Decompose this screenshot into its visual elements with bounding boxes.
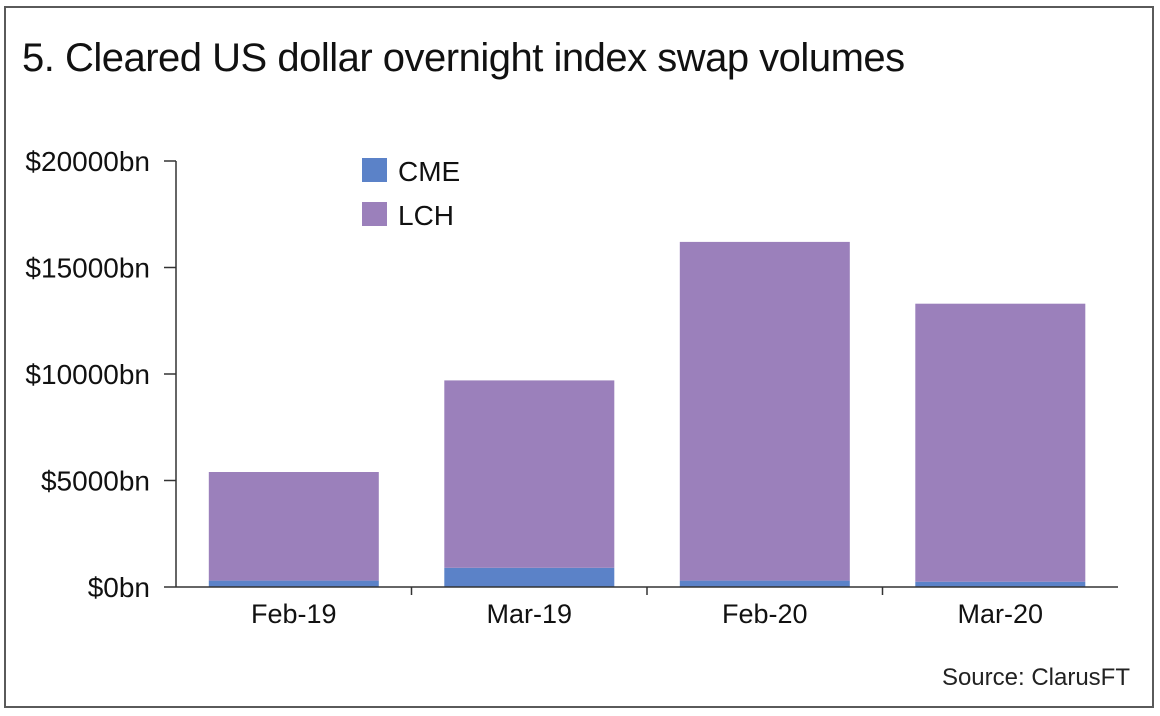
bar-lch-mar-20 [915,303,1086,582]
bar-lch-feb-20 [679,241,850,581]
y-tick-label: $20000bn [25,146,150,177]
bar-cme-mar-19 [444,567,615,587]
x-tick-label: Mar-20 [958,599,1044,629]
x-tick-label: Feb-19 [251,599,337,629]
chart-title: 5. Cleared US dollar overnight index swa… [22,36,905,80]
y-tick-label: $0bn [88,572,150,603]
legend-swatch-lch [362,202,387,226]
bar-lch-mar-19 [444,380,615,568]
legend-label-cme: CME [398,156,460,187]
x-tick-label: Feb-20 [722,599,808,629]
y-tick-label: $5000bn [41,466,150,497]
legend-swatch-cme [362,158,387,182]
bar-cme-mar-20 [915,581,1086,587]
bar-cme-feb-20 [679,580,850,587]
x-tick-label: Mar-19 [487,599,573,629]
bar-cme-feb-19 [208,580,379,587]
y-tick-label: $15000bn [25,253,150,284]
y-tick-label: $10000bn [25,359,150,390]
bar-lch-feb-19 [208,472,379,581]
legend-label-lch: LCH [398,200,454,231]
source-note: Source: ClarusFT [941,664,1130,691]
